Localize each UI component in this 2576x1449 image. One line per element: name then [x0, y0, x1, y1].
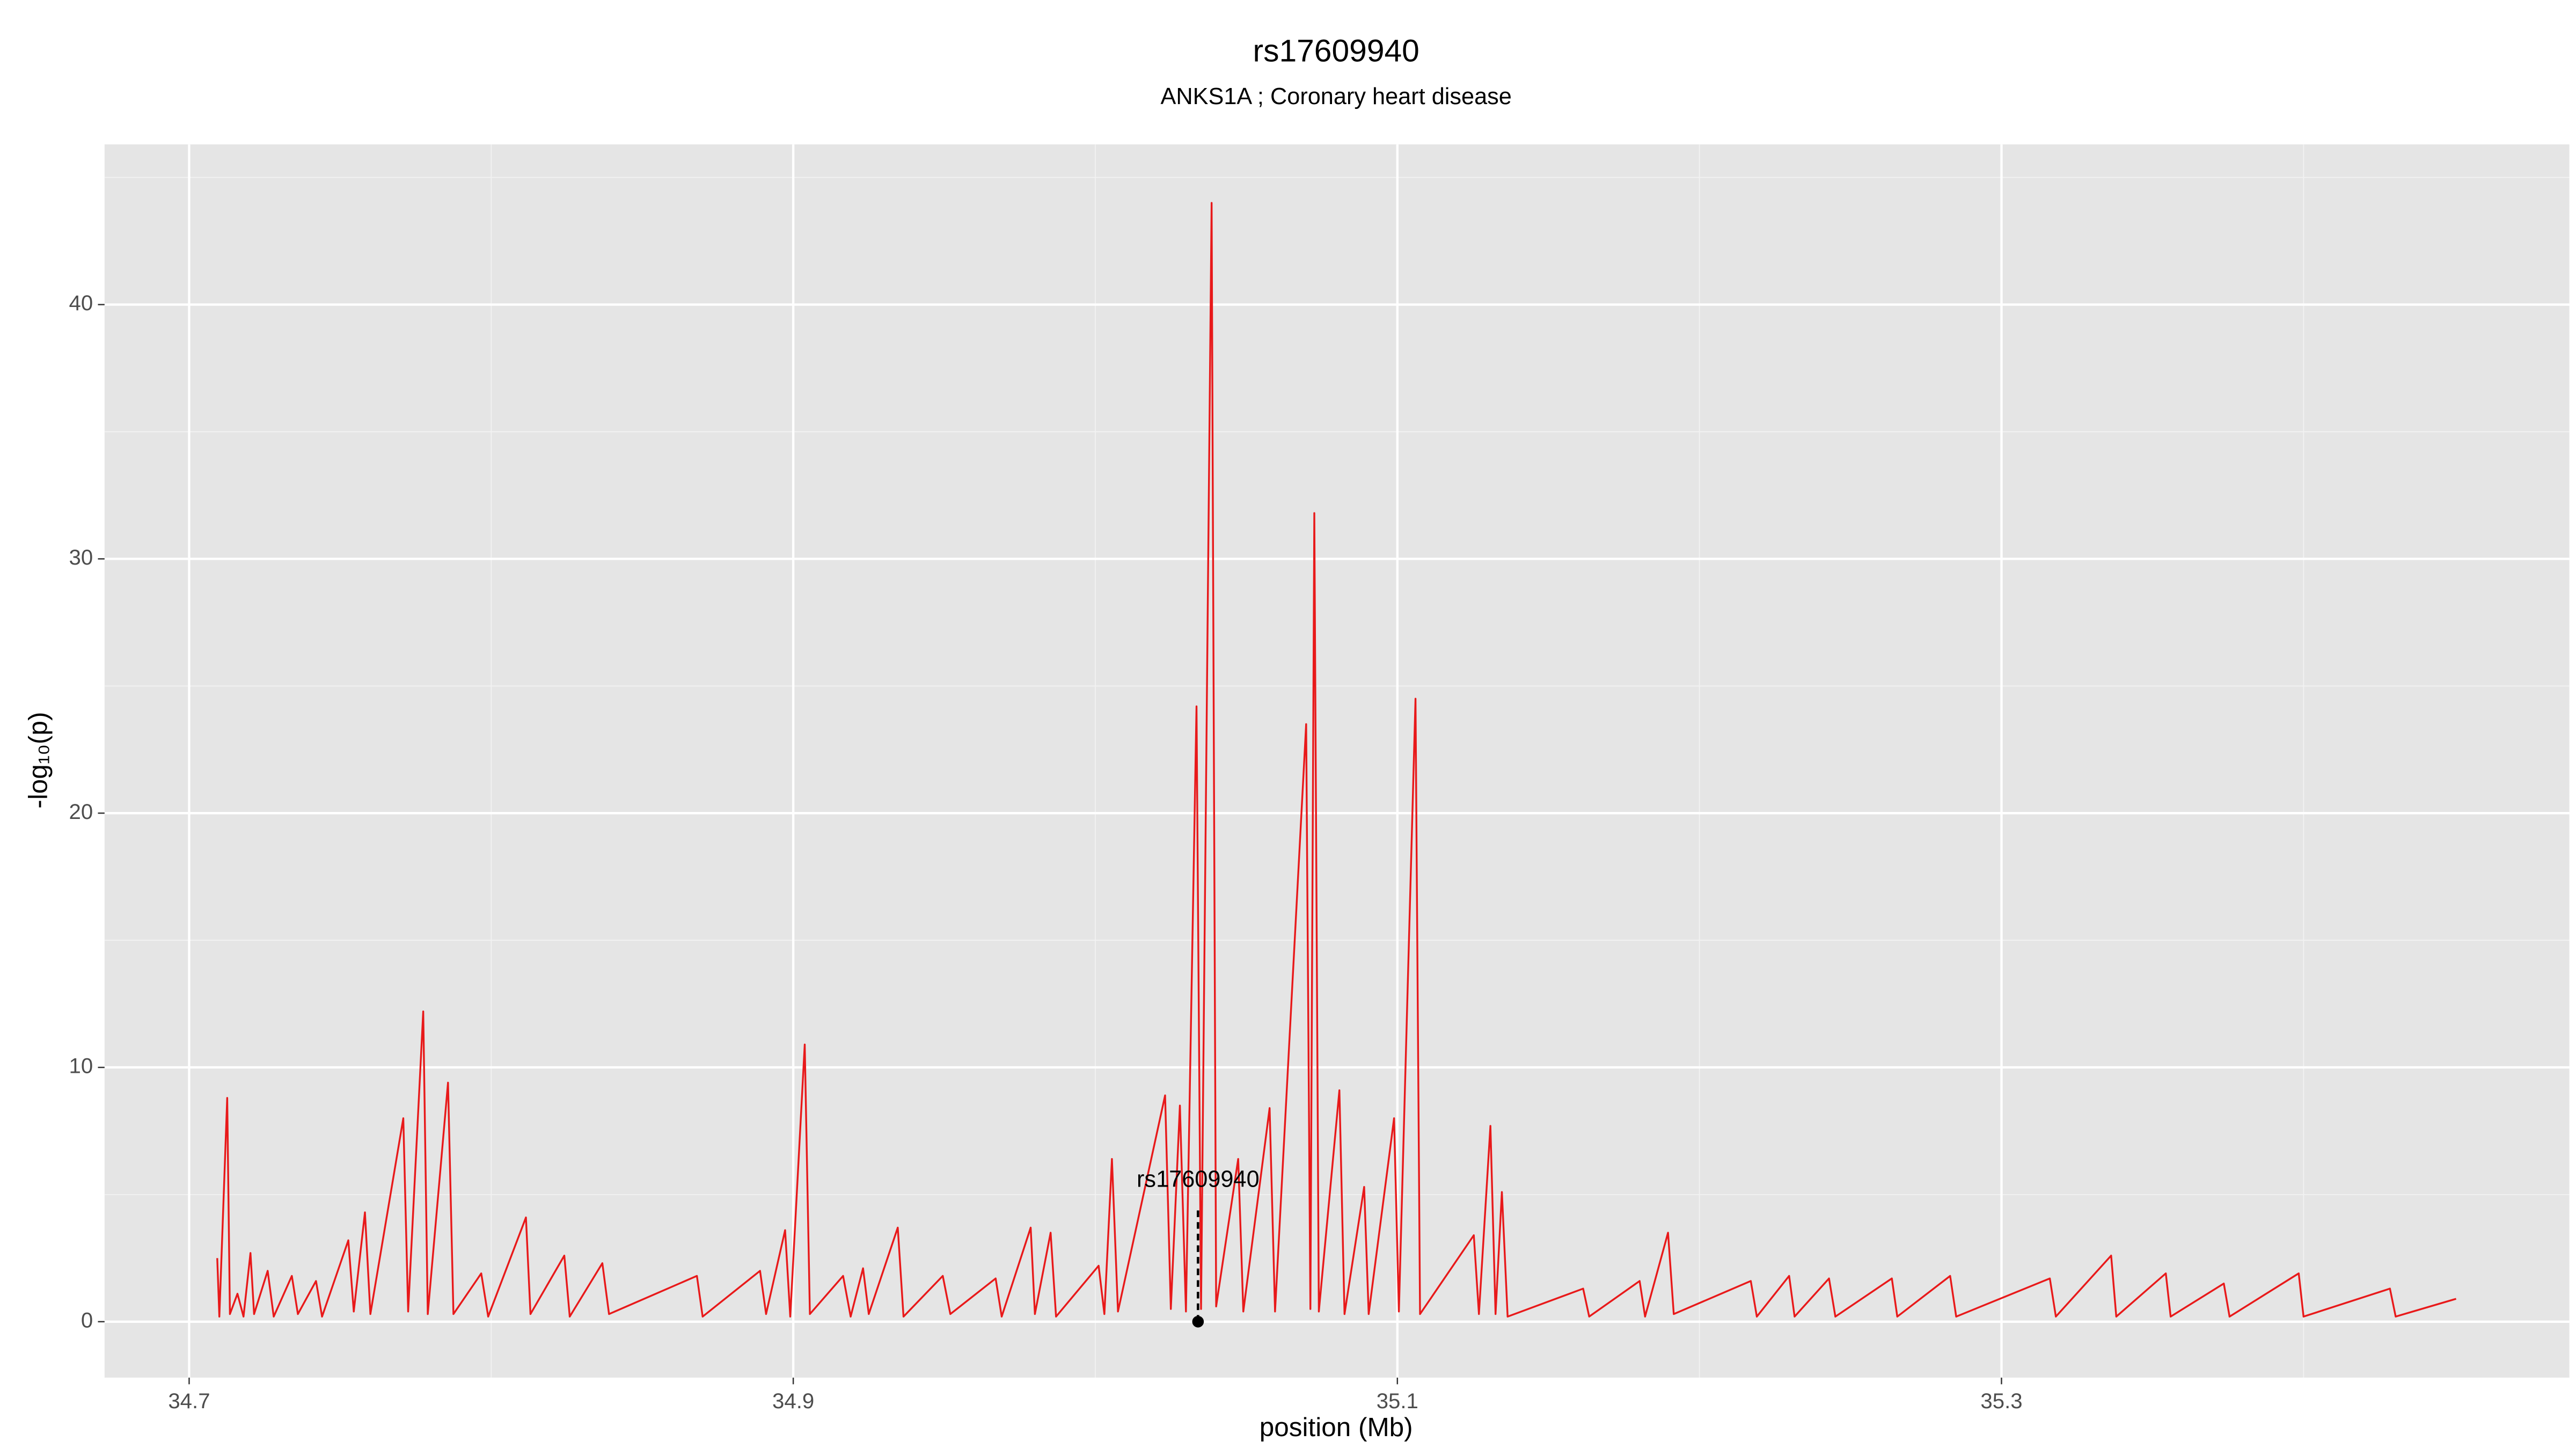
x-tick-label: 34.9 — [772, 1389, 814, 1413]
y-tick-label: 20 — [69, 800, 93, 824]
y-tick-label: 0 — [81, 1308, 93, 1332]
annotation-point — [1192, 1315, 1204, 1328]
y-axis-title: -log₁₀(p) — [23, 712, 53, 808]
plot-panel — [104, 144, 2570, 1378]
chart-title: rs17609940 — [1253, 33, 1419, 68]
x-tick-label: 35.1 — [1377, 1389, 1418, 1413]
x-tick-label: 34.7 — [168, 1389, 210, 1413]
data-line — [216, 202, 2457, 1318]
y-tick-label: 10 — [69, 1054, 93, 1078]
y-tick-label: 40 — [69, 291, 93, 315]
x-tick-label: 35.3 — [1980, 1389, 2022, 1413]
annotation-label: rs17609940 — [1137, 1167, 1260, 1192]
x-axis-title: position (Mb) — [1260, 1413, 1413, 1442]
chart-subtitle: ANKS1A ; Coronary heart disease — [1161, 84, 1512, 109]
y-tick-label: 30 — [69, 545, 93, 569]
